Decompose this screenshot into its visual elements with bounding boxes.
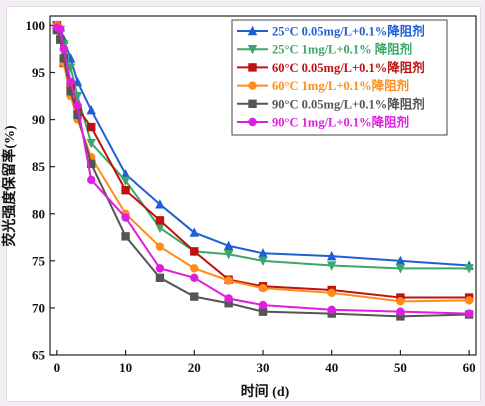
data-point [464,264,474,274]
legend-swatch-marker [248,81,257,90]
legend-swatch-marker [247,45,258,55]
data-point [223,240,234,250]
data-point [121,186,130,195]
y-tick-label: 90 [32,112,45,127]
data-point [66,87,75,96]
legend-swatch-marker [247,25,258,36]
data-point [224,276,233,285]
data-point [258,256,268,267]
data-point [86,138,96,149]
data-point [87,159,96,169]
x-tick-label: 40 [325,360,338,375]
y-tick-label: 75 [32,253,46,268]
data-point [224,299,233,308]
x-tick-label: 50 [394,360,407,375]
data-point [258,300,268,310]
data-point [87,175,96,185]
data-point [155,264,165,273]
data-point [396,312,405,321]
data-point [155,242,165,251]
data-point [224,294,233,303]
data-point [327,250,337,261]
y-tick-label: 100 [26,18,46,33]
y-tick-label: 95 [32,65,46,80]
legend-label: 25°C 0.05mg/L+0.1%降阻剂 [272,24,425,39]
series-5 [52,25,474,321]
data-point [327,261,337,271]
legend-swatch-marker [248,117,257,127]
data-point [190,273,199,282]
data-point [56,35,65,44]
legend-item-6: 90°C 1mg/L+0.1%降阻剂 [237,115,409,130]
x-tick-label: 10 [119,360,132,375]
legend: 25°C 0.05mg/L+0.1%降阻剂 25°C 1mg/L+0.1% 降阻剂… [237,24,425,130]
legend-item-3: 60°C 0.05mg/L+0.1%降阻剂 [237,60,425,75]
legend-label: 90°C 1mg/L+0.1%降阻剂 [272,115,409,130]
data-point [86,104,96,115]
data-point [395,255,406,266]
x-tick-label: 60 [463,360,476,375]
axes: 0 10 20 30 40 50 60 65 70 75 80 85 90 95 100 [26,18,476,375]
x-tick-label: 30 [257,360,270,375]
data-point [395,264,406,274]
series-line [55,29,470,318]
data-point [190,247,199,256]
x-tick-label: 20 [188,360,201,375]
legend-swatch-marker [248,99,257,108]
series-line [56,26,470,315]
data-point [258,307,268,316]
data-point [66,77,75,87]
data-point [121,213,130,222]
series-layer [52,20,474,321]
data-point [223,250,234,260]
data-point [56,24,65,34]
data-point [396,297,405,306]
data-point [59,44,68,54]
data-point [464,296,474,305]
y-tick-label: 80 [32,206,45,221]
legend-box [231,19,448,136]
data-point [73,110,82,120]
legend-label: 25°C 1mg/L+0.1% 降阻剂 [272,42,412,57]
data-point [258,248,268,258]
data-point [155,216,165,225]
legend-label: 60°C 0.05mg/L+0.1%降阻剂 [272,60,425,75]
data-point [189,227,199,237]
data-point [190,264,199,273]
legend-item-4: 60°C 1mg/L+0.1%降阻剂 [237,78,409,93]
data-point [396,307,405,316]
data-point [120,169,131,179]
legend-item-1: 25°C 0.05mg/L+0.1%降阻剂 [237,24,425,39]
data-point [327,288,336,298]
y-axis-title: 荧光强度保留率(%) [1,125,18,247]
data-point [155,273,165,282]
y-tick-label: 65 [32,348,46,363]
data-point [120,176,131,186]
y-tick-label: 70 [32,300,45,315]
data-point [155,199,165,209]
data-point [190,292,199,301]
x-axis-title: 时间 (d) [241,383,290,400]
legend-label: 60°C 1mg/L+0.1%降阻剂 [272,78,409,93]
legend-item-5: 90°C 0.05mg/L+0.1%降阻剂 [237,96,425,111]
data-point [87,122,96,132]
legend-label: 90°C 0.05mg/L+0.1%降阻剂 [272,96,425,111]
y-tick-label: 85 [32,159,46,174]
x-tick-label: 0 [54,360,61,375]
data-point [258,283,268,293]
data-point [73,101,82,110]
legend-swatch-marker [248,63,257,72]
data-point [464,309,474,318]
data-point [155,223,165,234]
data-point [327,305,336,314]
series-6 [52,23,474,318]
legend-item-2: 25°C 1mg/L+0.1% 降阻剂 [237,42,412,57]
data-point [59,54,68,63]
data-point [121,232,130,241]
